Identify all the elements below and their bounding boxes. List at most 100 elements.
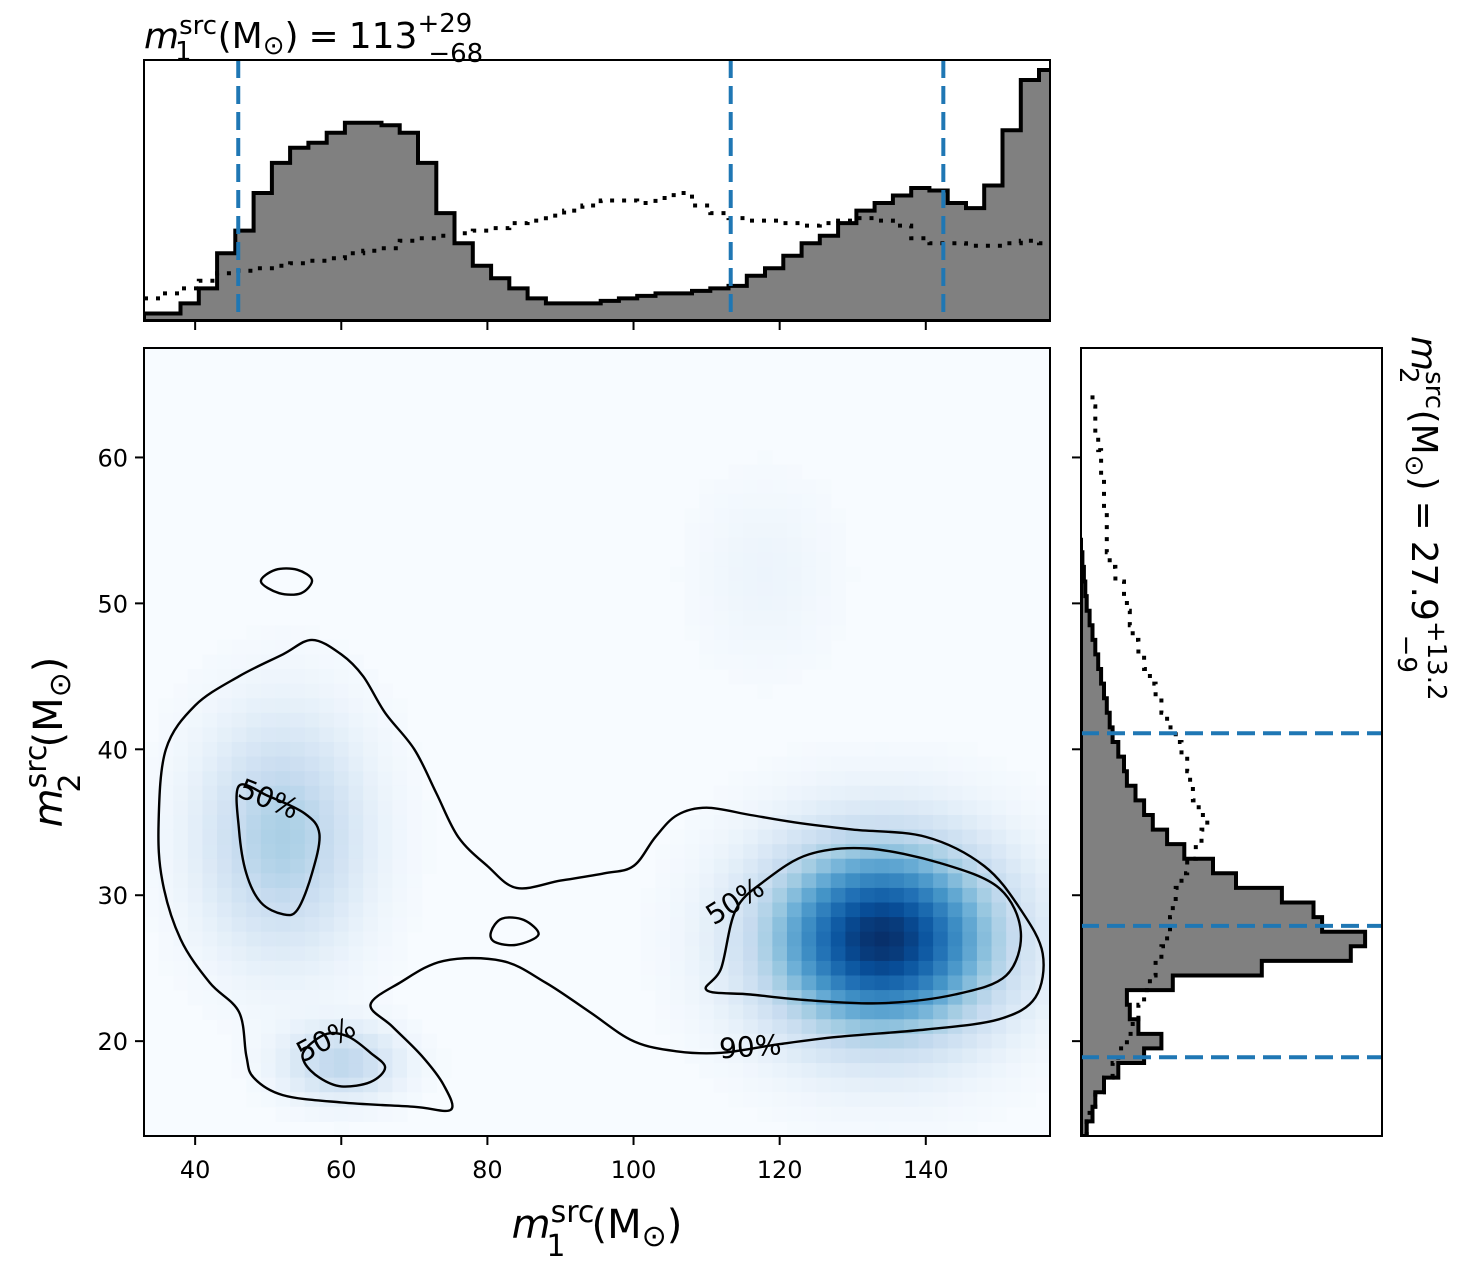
- heatmap-cell: [728, 523, 744, 539]
- heatmap-cell: [144, 800, 160, 816]
- heatmap-cell: [786, 493, 803, 510]
- heatmap-cell: [786, 1077, 803, 1093]
- heatmap-cell: [275, 975, 291, 991]
- heatmap-cell: [377, 742, 394, 758]
- heatmap-cell: [290, 683, 306, 699]
- heatmap-cell: [144, 742, 160, 758]
- heatmap-cell: [743, 625, 759, 641]
- heatmap-cell: [933, 1106, 949, 1122]
- heatmap-cell: [772, 552, 788, 568]
- heatmap-cell: [1006, 990, 1022, 1006]
- heatmap-cell: [845, 931, 861, 947]
- heatmap-cell: [377, 858, 394, 874]
- heatmap-cell: [991, 858, 1007, 874]
- heatmap-cell: [816, 975, 832, 991]
- heatmap-cell: [333, 712, 350, 728]
- heatmap-cell: [144, 844, 160, 860]
- heatmap-cell: [874, 1092, 890, 1108]
- heatmap-cell: [1035, 829, 1050, 845]
- heatmap-cell: [173, 785, 189, 801]
- heatmap-cell: [713, 610, 730, 626]
- heatmap-cell: [1035, 1019, 1050, 1035]
- heatmap-cell: [743, 960, 759, 977]
- heatmap-cell: [860, 990, 876, 1006]
- heatmap-cell: [1035, 1077, 1050, 1093]
- heatmap-cell: [377, 771, 394, 787]
- heatmap-cell: [772, 508, 788, 524]
- heatmap-cell: [348, 654, 364, 670]
- heatmap-cell: [290, 946, 306, 962]
- heatmap-cell: [772, 581, 788, 597]
- heatmap-cell: [144, 887, 160, 904]
- heatmap-cell: [874, 917, 890, 933]
- heatmap-cell: [333, 1106, 350, 1122]
- heatmap-cell: [231, 712, 247, 728]
- heatmap-cell: [1006, 1033, 1022, 1050]
- heatmap-cell: [260, 873, 277, 889]
- heatmap-cell: [231, 756, 247, 772]
- heatmap-cell: [1020, 829, 1036, 845]
- heatmap-cell: [1006, 858, 1022, 874]
- heatmap-cell: [421, 1063, 437, 1079]
- heatmap-cell: [260, 727, 277, 743]
- heatmap-cell: [991, 829, 1007, 845]
- heatmap-cell: [713, 814, 730, 831]
- heatmap-cell: [1020, 1092, 1036, 1108]
- heatmap-cell: [757, 902, 773, 918]
- heatmap-cell: [246, 1019, 262, 1035]
- heatmap-cell: [816, 479, 832, 495]
- heatmap-cell: [860, 858, 876, 874]
- heatmap-cell: [801, 581, 817, 597]
- heatmap-cell: [363, 858, 379, 874]
- heatmap-cell: [1006, 975, 1022, 991]
- heatmap-cell: [377, 1106, 394, 1122]
- heatmap-cell: [304, 742, 320, 758]
- heatmap-cell: [889, 858, 905, 874]
- heatmap-cell: [363, 785, 379, 801]
- heatmap-cell: [363, 844, 379, 860]
- heatmap-cell: [903, 990, 920, 1006]
- heatmap-cell: [845, 975, 861, 991]
- heatmap-cell: [772, 1077, 788, 1093]
- heatmap-cell: [713, 873, 730, 889]
- heatmap-cell: [377, 727, 394, 743]
- heatmap-cell: [743, 800, 759, 816]
- heatmap-cell: [1035, 975, 1050, 991]
- heatmap-cell: [1020, 844, 1036, 860]
- heatmap-cell: [728, 493, 744, 510]
- heatmap-cell: [684, 829, 700, 845]
- heatmap-cell: [304, 975, 320, 991]
- heatmap-cell: [801, 639, 817, 656]
- heatmap-cell: [845, 902, 861, 918]
- heatmap-cell: [728, 669, 744, 685]
- heatmap-cell: [1035, 785, 1050, 801]
- heatmap-cell: [757, 975, 773, 991]
- heatmap-cell: [728, 873, 744, 889]
- heatmap-cell: [392, 727, 408, 743]
- heatmap-cell: [231, 960, 247, 977]
- heatmap-cell: [772, 610, 788, 626]
- heatmap-cell: [786, 464, 803, 480]
- heatmap-cell: [363, 1106, 379, 1122]
- heatmap-cell: [933, 742, 949, 758]
- heatmap-cell: [392, 698, 408, 714]
- heatmap-cell: [348, 683, 364, 699]
- heatmap-cell: [962, 946, 978, 962]
- heatmap-cell: [713, 537, 730, 553]
- heatmap-cell: [246, 1077, 262, 1093]
- heatmap-cell: [377, 917, 394, 933]
- heatmap-cell: [392, 814, 408, 831]
- heatmap-cell: [407, 1048, 423, 1064]
- heatmap-cell: [699, 975, 715, 991]
- heatmap-cell: [304, 683, 320, 699]
- heatmap-cell: [144, 858, 160, 874]
- heatmap-cell: [860, 1077, 876, 1093]
- heatmap-cell: [173, 858, 189, 874]
- heatmap-cell: [743, 552, 759, 568]
- heatmap-cell: [1006, 917, 1022, 933]
- heatmap-cell: [377, 960, 394, 977]
- heatmap-cell: [202, 946, 218, 962]
- heatmap-cell: [962, 1077, 978, 1093]
- heatmap-cell: [304, 1004, 320, 1020]
- y-axis-title: msrc2(M⊙): [19, 657, 88, 828]
